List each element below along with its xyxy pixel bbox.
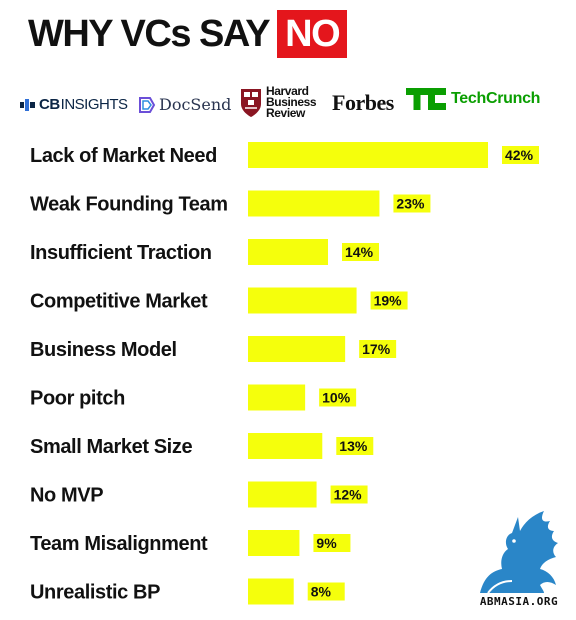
value-label: 12% bbox=[334, 487, 363, 503]
hbr-line-2: Business bbox=[266, 95, 317, 109]
value-label: 42% bbox=[505, 147, 534, 163]
value-label-background bbox=[336, 437, 374, 455]
bar bbox=[248, 433, 323, 459]
cbinsights-suffix: INSIGHTS bbox=[60, 96, 128, 113]
page-title: WHY VCs SAY NO bbox=[28, 8, 348, 60]
bar bbox=[248, 530, 300, 556]
bar-chart: Lack of Market Need 42% Weak Founding Team… bbox=[0, 130, 576, 618]
harvard-shield-icon bbox=[241, 88, 261, 117]
hbr-logo: Harvard Business Review bbox=[240, 84, 317, 120]
value-label: 14% bbox=[345, 244, 374, 260]
forbes-logo: Forbes bbox=[332, 90, 394, 116]
watermark-text: ABMASIA.ORG bbox=[479, 595, 559, 608]
bar bbox=[248, 384, 306, 411]
category-label: Insufficient Traction bbox=[30, 242, 212, 264]
category-label: Weak Founding Team bbox=[30, 194, 228, 216]
techcrunch-logo: TechCrunch bbox=[406, 88, 540, 110]
value-label: 19% bbox=[374, 293, 403, 309]
techcrunch-label: TechCrunch bbox=[451, 90, 541, 107]
category-label: Unrealistic BP bbox=[30, 582, 160, 604]
griffin-icon bbox=[480, 511, 558, 594]
value-label-background bbox=[370, 291, 408, 310]
category-label: Small Market Size bbox=[30, 436, 192, 458]
bar bbox=[248, 190, 380, 217]
value-label: 10% bbox=[322, 390, 351, 406]
docsend-icon bbox=[139, 96, 156, 113]
category-label: Business Model bbox=[30, 339, 177, 361]
value-label-background bbox=[313, 534, 351, 552]
bar bbox=[248, 142, 488, 168]
value-label-background bbox=[330, 485, 368, 504]
bar-chart-svg: Lack of Market Need 42% Weak Founding Team… bbox=[30, 142, 539, 605]
cbinsights-logo: CB INSIGHTS bbox=[20, 96, 128, 113]
value-label-background bbox=[307, 582, 345, 601]
cbinsights-prefix: CB bbox=[39, 96, 60, 113]
docsend-label: DocSend bbox=[159, 95, 232, 114]
watermark: ABMASIA.ORG bbox=[462, 505, 576, 615]
bar bbox=[248, 336, 346, 362]
value-label-background bbox=[319, 388, 357, 407]
forbes-label: Forbes bbox=[332, 90, 394, 115]
title-main: WHY VCs SAY bbox=[28, 12, 271, 55]
value-label: 13% bbox=[339, 438, 368, 454]
value-label-background bbox=[342, 243, 379, 261]
title-highlight: NO bbox=[277, 10, 348, 58]
bar bbox=[248, 239, 328, 265]
bar bbox=[248, 481, 317, 508]
value-label: 23% bbox=[396, 196, 425, 212]
source-logos: CB INSIGHTS DocSend Harvard Business Revi… bbox=[20, 84, 560, 128]
category-label: Competitive Market bbox=[30, 291, 208, 313]
hbr-line-1: Harvard bbox=[266, 84, 309, 98]
value-label: 17% bbox=[362, 341, 391, 357]
hbr-line-3: Review bbox=[266, 106, 305, 120]
value-label-background bbox=[502, 146, 539, 164]
bar bbox=[248, 287, 357, 314]
value-label: 8% bbox=[311, 584, 332, 600]
value-label-background bbox=[359, 340, 397, 358]
docsend-logo: DocSend bbox=[138, 95, 231, 114]
techcrunch-icon bbox=[406, 88, 446, 110]
category-label: Poor pitch bbox=[30, 388, 125, 410]
category-label: No MVP bbox=[30, 485, 103, 507]
value-label: 9% bbox=[316, 535, 337, 551]
category-label: Lack of Market Need bbox=[30, 145, 217, 167]
bar bbox=[248, 578, 294, 605]
value-label-background bbox=[393, 194, 431, 213]
category-label: Team Misalignment bbox=[30, 533, 208, 555]
cbinsights-icon bbox=[20, 98, 35, 111]
